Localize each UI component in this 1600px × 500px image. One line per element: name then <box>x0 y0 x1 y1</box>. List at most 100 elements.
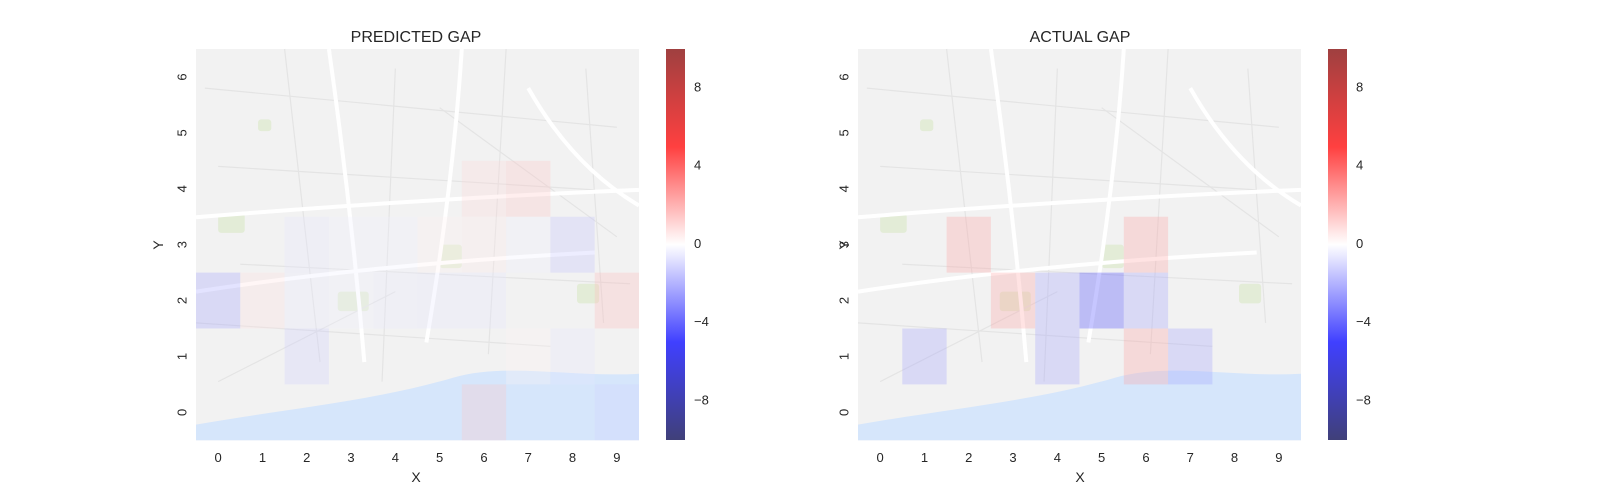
y-tick-labels: 0 1 2 3 4 5 6 <box>836 73 851 416</box>
heatmap-area <box>195 48 641 441</box>
y-axis-label: Y <box>836 240 852 250</box>
colorbar-tick-label: 4 <box>1356 158 1363 173</box>
y-tick-label: 5 <box>836 129 851 136</box>
colorbar-tick-label: 4 <box>694 158 701 173</box>
x-tick-label: 9 <box>1275 450 1282 465</box>
y-tick-labels: 0 1 2 3 4 5 6 <box>174 73 189 416</box>
colorbar-tick-label: 8 <box>1356 80 1363 95</box>
heatmap-cell <box>284 216 329 273</box>
chart-title: ACTUAL GAP <box>1030 29 1131 46</box>
heatmap-cell <box>328 216 374 273</box>
x-axis-label: X <box>1075 469 1085 485</box>
x-tick-label: 3 <box>1009 450 1016 465</box>
map-background <box>195 48 641 441</box>
x-tick-label: 7 <box>525 450 532 465</box>
heatmap-cell <box>902 328 947 385</box>
colorbar-tick-label: 8 <box>694 80 701 95</box>
x-tick-label: 8 <box>569 450 576 465</box>
heatmap-cell <box>461 160 507 217</box>
heatmap-cells <box>902 216 1213 385</box>
colorbar-tick-label: 0 <box>1356 236 1363 251</box>
heatmap-cell <box>461 272 507 329</box>
colorbar: 8 4 0 −4 −8 <box>1328 49 1371 440</box>
y-tick-label: 0 <box>836 409 851 416</box>
heatmap-cell <box>550 216 595 273</box>
y-tick-label: 4 <box>174 185 189 192</box>
colorbar-gradient <box>666 49 685 440</box>
x-tick-label: 0 <box>877 450 884 465</box>
x-axis-label: X <box>411 469 421 485</box>
x-tick-label: 5 <box>1098 450 1105 465</box>
colorbar-tick-label: −8 <box>1356 392 1371 407</box>
heatmap-cell <box>373 272 418 329</box>
x-tick-label: 8 <box>1231 450 1238 465</box>
heatmap-cell <box>594 384 639 441</box>
colorbar-tick-labels: 8 4 0 −4 −8 <box>694 80 709 408</box>
y-tick-label: 3 <box>174 241 189 248</box>
y-tick-label: 4 <box>836 185 851 192</box>
colorbar-tick-labels: 8 4 0 −4 −8 <box>1356 80 1371 408</box>
heatmap-cell <box>1079 272 1124 329</box>
x-tick-label: 9 <box>613 450 620 465</box>
y-tick-label: 2 <box>836 297 851 304</box>
x-tick-label: 6 <box>1142 450 1149 465</box>
y-axis-label: Y <box>150 240 166 250</box>
y-tick-label: 1 <box>174 353 189 360</box>
x-tick-labels: 0 1 2 3 4 5 6 7 8 9 <box>215 450 621 465</box>
y-tick-label: 3 <box>836 241 851 248</box>
colorbar-tick-label: −8 <box>694 392 709 407</box>
heatmap-cell <box>328 272 374 329</box>
heatmap-cell <box>550 328 595 385</box>
y-tick-label: 2 <box>174 297 189 304</box>
heatmap-cell <box>506 216 551 273</box>
x-tick-label: 1 <box>921 450 928 465</box>
heatmap-cell <box>373 216 418 273</box>
x-tick-label: 7 <box>1187 450 1194 465</box>
x-tick-label: 4 <box>1054 450 1061 465</box>
heatmap-cell <box>196 272 241 329</box>
x-tick-label: 1 <box>259 450 266 465</box>
heatmap-cell <box>1168 328 1213 385</box>
x-tick-label: 2 <box>965 450 972 465</box>
heatmap-cell <box>1123 328 1169 385</box>
colorbar: 8 4 0 −4 −8 <box>666 49 709 440</box>
x-tick-label: 2 <box>303 450 310 465</box>
x-tick-label: 5 <box>436 450 443 465</box>
heatmap-cell <box>506 328 551 385</box>
x-tick-label: 3 <box>347 450 354 465</box>
heatmap-cell <box>417 216 462 273</box>
y-tick-label: 0 <box>174 409 189 416</box>
x-tick-label: 4 <box>392 450 399 465</box>
heatmap-cell <box>461 384 507 441</box>
x-tick-label: 0 <box>215 450 222 465</box>
map-background <box>857 48 1303 441</box>
colorbar-gradient <box>1328 49 1347 440</box>
heatmap-cell <box>240 272 285 329</box>
y-tick-label: 6 <box>174 73 189 80</box>
x-tick-label: 6 <box>480 450 487 465</box>
heatmap-cell <box>990 272 1036 329</box>
heatmap-cell <box>1035 328 1080 385</box>
heatmap-cell <box>284 328 329 385</box>
heatmap-area <box>857 48 1303 441</box>
y-tick-label: 1 <box>836 353 851 360</box>
heatmap-cell <box>417 272 462 329</box>
y-tick-label: 6 <box>836 73 851 80</box>
heatmap-cell <box>1035 272 1080 329</box>
heatmap-cell <box>284 272 329 329</box>
heatmap-cell <box>1123 216 1169 273</box>
heatmap-cell <box>946 216 991 273</box>
colorbar-tick-label: −4 <box>1356 314 1371 329</box>
panel-actual: ACTUAL GAP 0 1 2 3 4 5 6 7 8 9 0 1 2 3 4 5 6 X Y 8 4 0 −4 −… <box>836 29 1371 485</box>
colorbar-tick-label: −4 <box>694 314 709 329</box>
x-tick-labels: 0 1 2 3 4 5 6 7 8 9 <box>877 450 1283 465</box>
heatmap-cells <box>196 160 639 441</box>
heatmap-cell <box>506 160 551 217</box>
y-tick-label: 5 <box>174 129 189 136</box>
colorbar-tick-label: 0 <box>694 236 701 251</box>
heatmap-cell <box>1123 272 1169 329</box>
heatmap-cell <box>461 216 507 273</box>
heatmap-cell <box>594 272 639 329</box>
